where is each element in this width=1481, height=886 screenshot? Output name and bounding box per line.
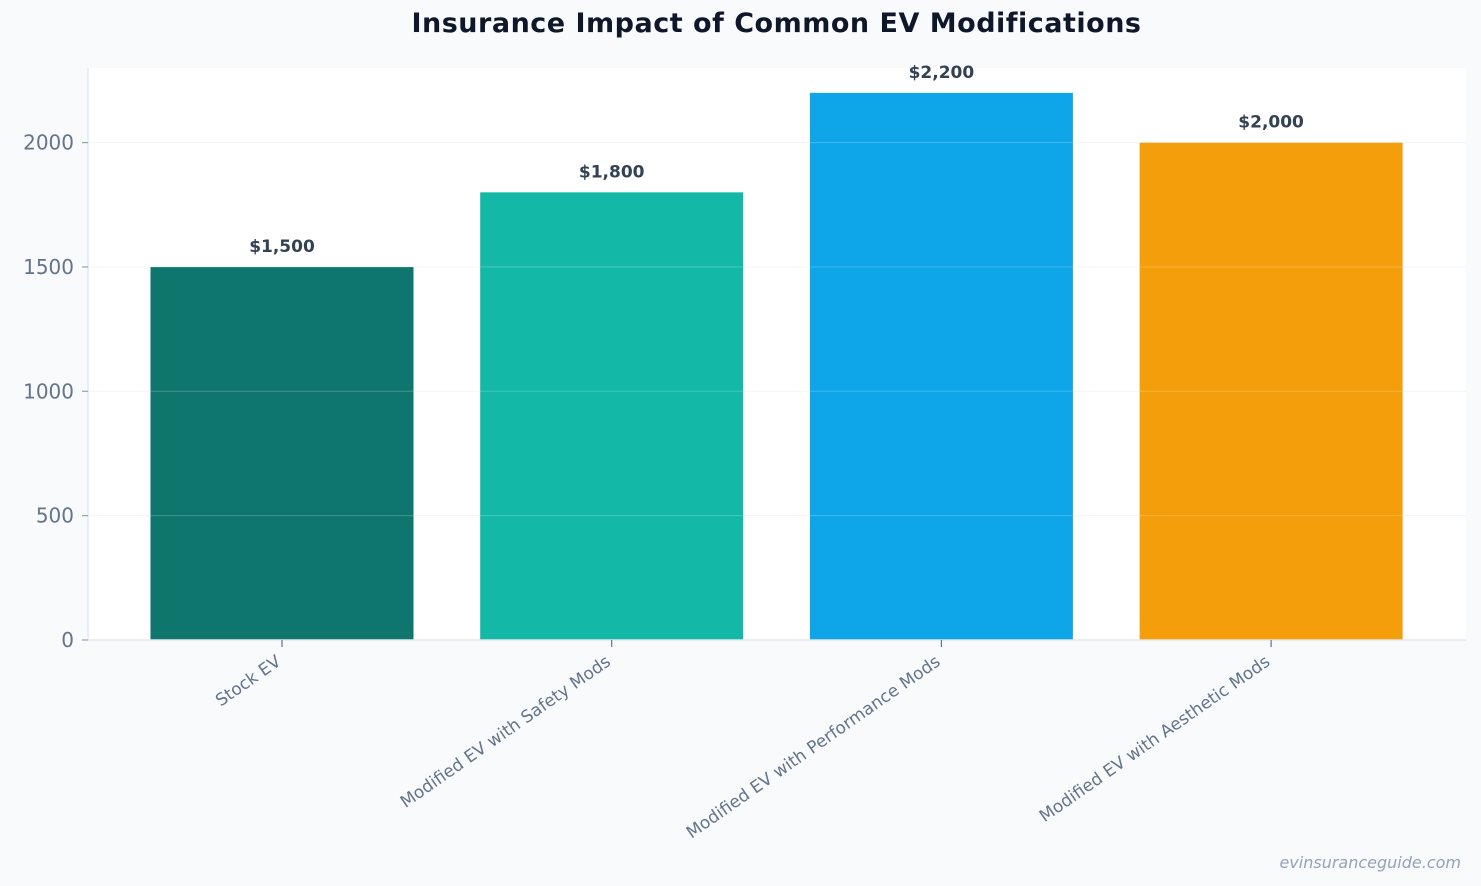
y-tick-label: 1000 xyxy=(23,379,74,403)
bar-overlay-grid-lines xyxy=(88,142,1466,517)
value-labels: $1,500 $1,800 $2,200 $2,000 xyxy=(249,63,1304,257)
value-label: $2,000 xyxy=(1238,113,1304,133)
axes xyxy=(87,68,1466,641)
x-tick-label: Modified EV with Safety Mods xyxy=(397,652,615,813)
y-tick-label: 0 xyxy=(61,628,74,652)
x-tick-label: Modified EV with Aesthetic Mods xyxy=(1036,652,1274,827)
y-tick-label: 500 xyxy=(36,504,74,528)
x-tick-labels: Stock EV Modified EV with Safety Mods Modi… xyxy=(212,640,1274,843)
bar xyxy=(809,92,1073,640)
value-label: $1,800 xyxy=(579,162,645,182)
x-tick-label: Modified EV with Performance Mods xyxy=(683,652,944,843)
value-label: $1,500 xyxy=(249,237,315,257)
y-tick-label: 1500 xyxy=(23,255,74,279)
watermark: evinsuranceguide.com xyxy=(1279,853,1461,872)
bars xyxy=(150,92,1403,640)
bar xyxy=(150,266,414,640)
chart-title: Insurance Impact of Common EV Modificati… xyxy=(411,8,1142,39)
y-tick-labels: 0 500 1000 1500 2000 xyxy=(23,131,88,652)
bar xyxy=(1139,142,1403,640)
y-tick-label: 2000 xyxy=(23,131,74,155)
x-tick-label: Stock EV xyxy=(212,652,285,712)
value-label: $2,200 xyxy=(909,63,975,83)
bar xyxy=(480,192,744,640)
